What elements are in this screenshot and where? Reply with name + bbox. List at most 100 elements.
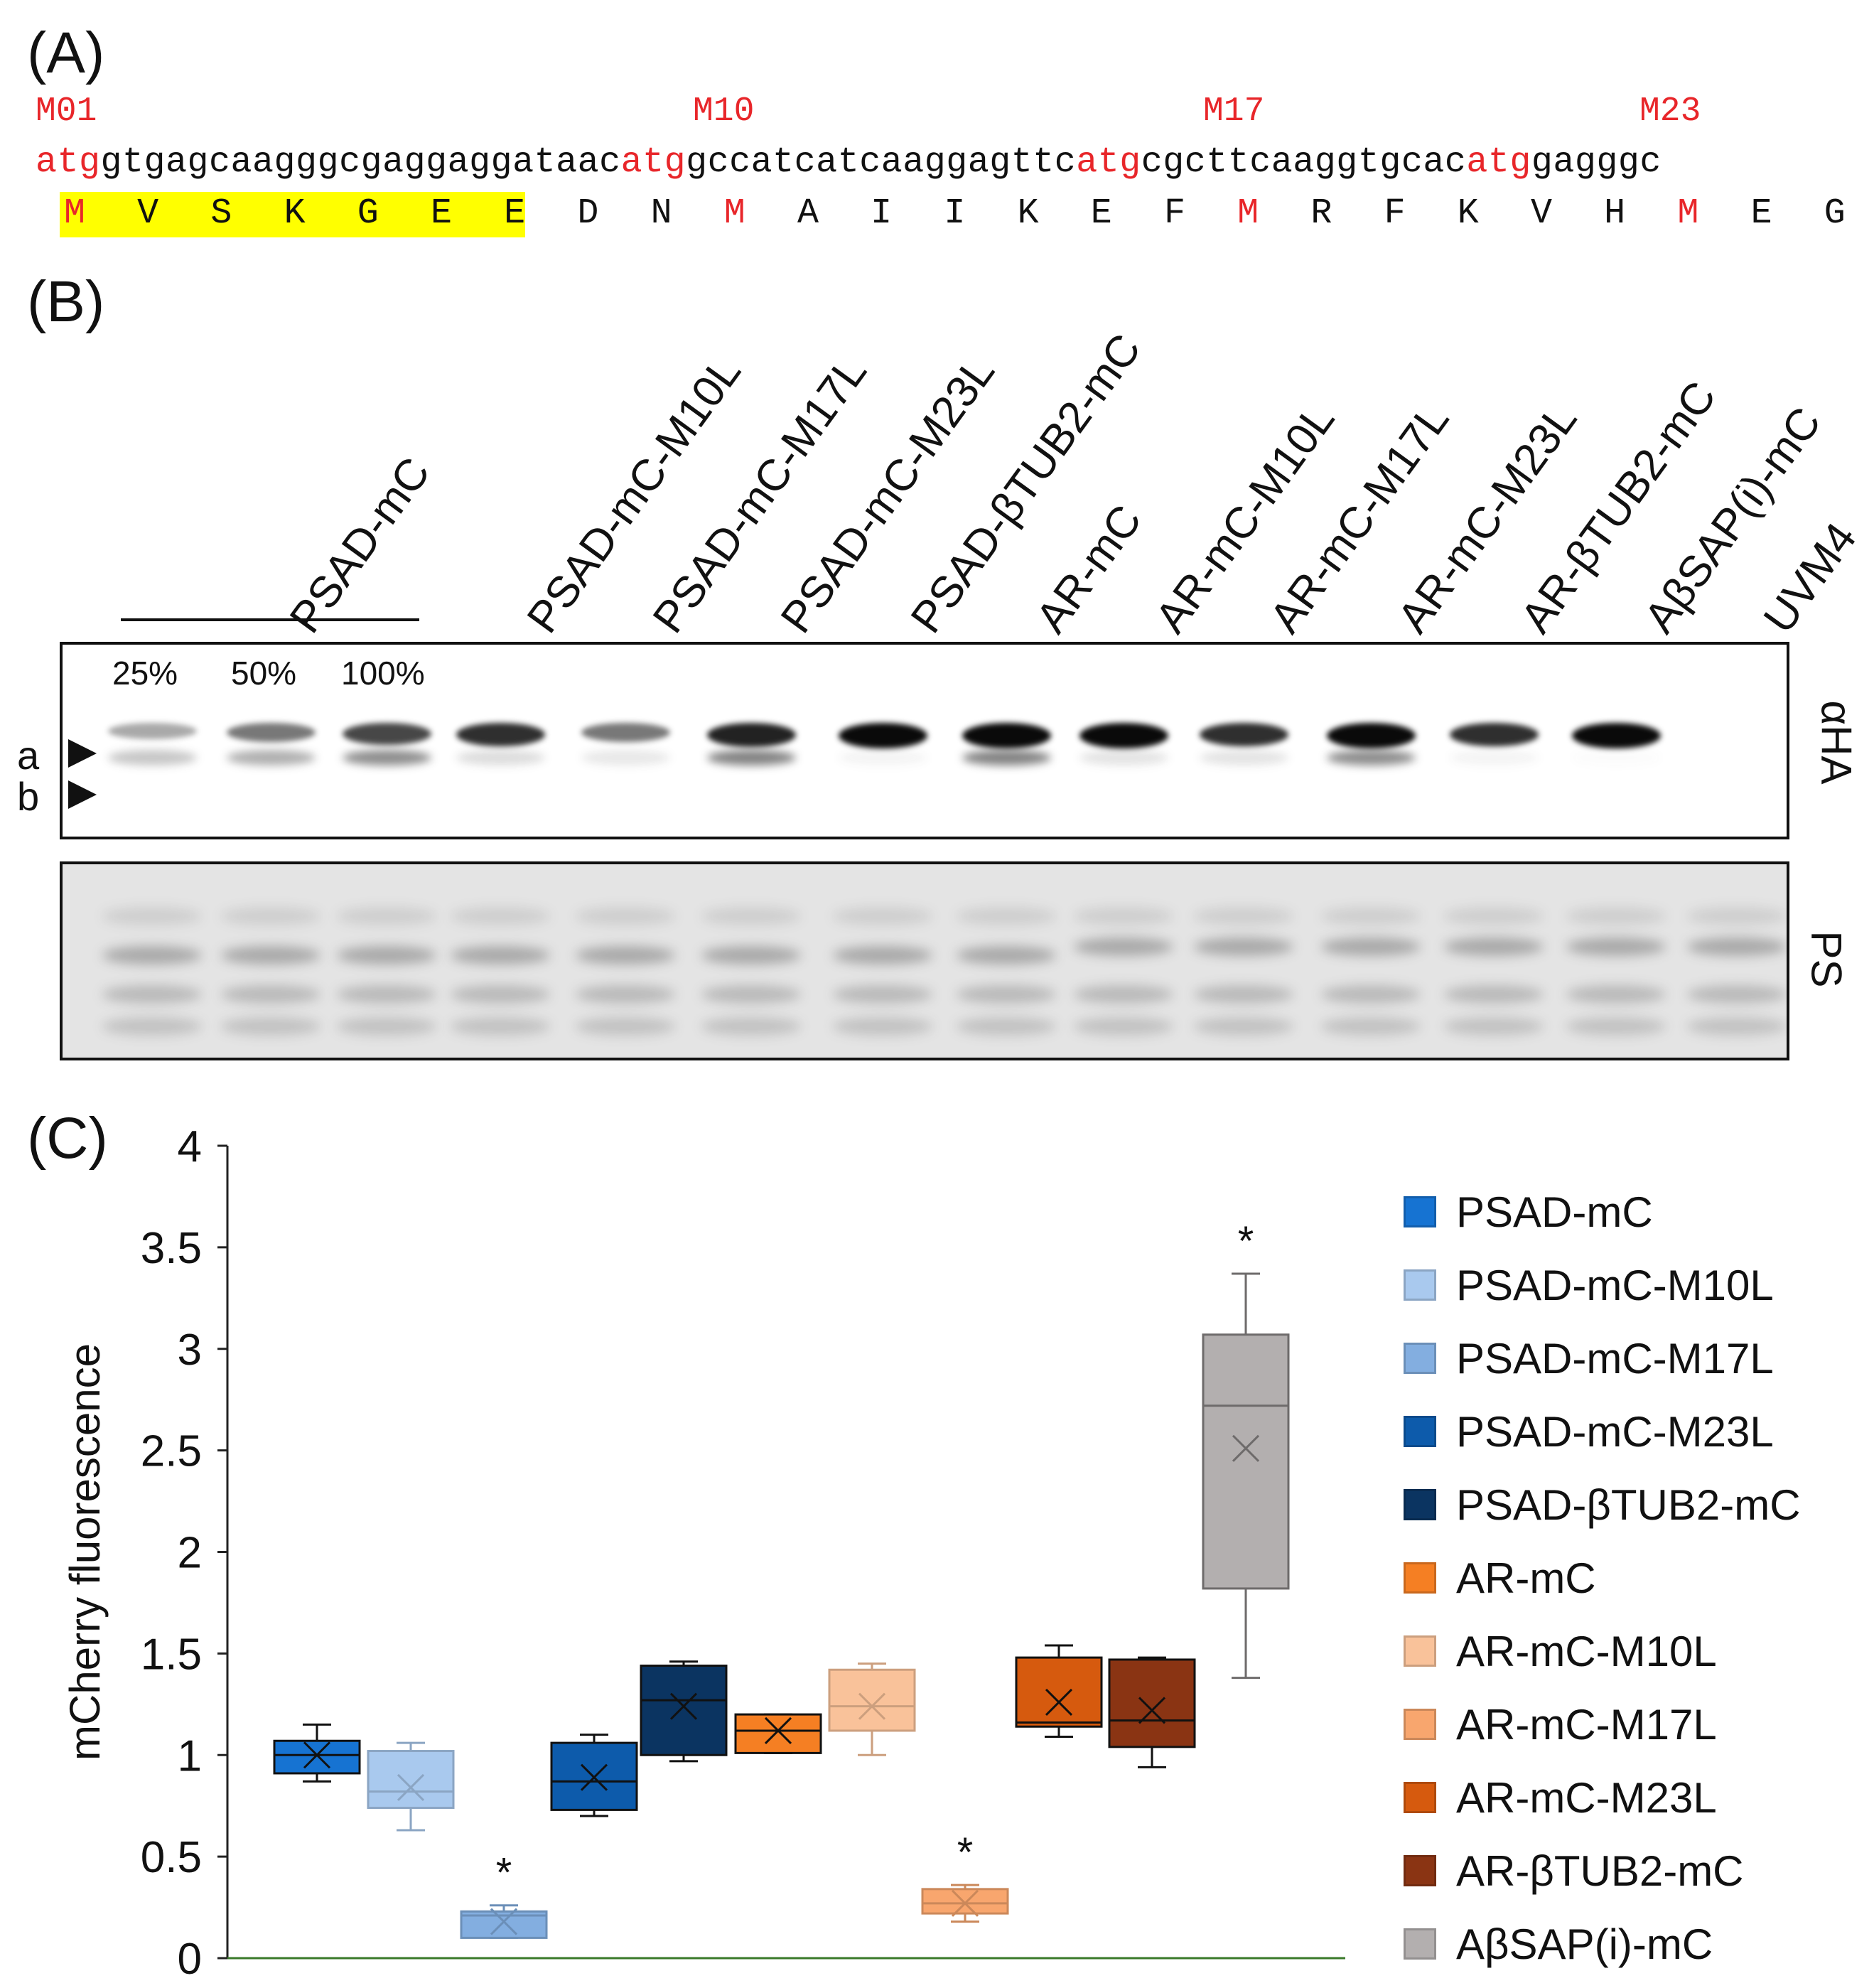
mean-marker [951,1889,979,1917]
amino-acid: K [284,193,306,234]
upper-band [706,723,796,747]
panel-b-letter: (B) [27,269,105,334]
mean-marker [490,1908,518,1935]
stain-band [701,946,801,965]
stain-band [957,907,1056,925]
stain-band [576,907,675,925]
stain-band [221,907,321,925]
stain-band [1194,937,1293,956]
stain-band [451,1017,550,1036]
stain-band [337,1017,436,1036]
dilution-25: 25% [112,655,178,692]
y-tick-label: 0.5 [141,1833,202,1882]
box [367,1750,455,1810]
legend-label: AR-βTUB2-mC [1456,1847,1744,1895]
upper-band [1199,723,1288,746]
lower-band [706,750,796,765]
legend-item: PSAD-mC [1404,1187,1653,1237]
panel-a-letter: (A) [27,21,105,85]
stain-band [576,946,675,965]
legend-swatch [1404,1269,1436,1301]
stain-band [957,946,1056,965]
arrow-b-icon [68,780,97,809]
mean-marker [669,1692,698,1720]
significance-star: * [1238,1218,1254,1264]
nucleotide-sequence: atggtgagcaagggcgaggaggataacatggccatcatca… [36,142,1662,183]
stain-band [1687,1017,1787,1036]
amino-acid: M [1237,193,1259,234]
amino-acid: R [1310,193,1332,234]
mean-marker [1138,1697,1166,1724]
upper-band [456,723,545,746]
y-tick-label: 1 [178,1731,202,1780]
y-tick-label: 1.5 [141,1630,202,1679]
legend-label: PSAD-mC-M10L [1456,1261,1774,1309]
legend-label: AR-mC [1456,1554,1596,1602]
stain-band [1444,937,1544,956]
stain-band [576,1017,675,1036]
signal-highlight [60,192,525,237]
amino-acid: I [871,193,893,234]
legend-swatch [1404,1416,1436,1447]
amino-acid: H [1604,193,1626,234]
legend-label: PSAD-mC-M17L [1456,1334,1774,1382]
amino-acid: V [1530,193,1552,234]
lower-band [581,750,670,765]
mean-marker [397,1773,425,1802]
stain-band [833,985,932,1004]
upper-band [962,723,1051,748]
mean-marker [858,1692,886,1720]
legend-label: AβSAP(i)-mC [1456,1920,1713,1968]
legend-item: AR-mC-M23L [1404,1773,1717,1822]
amino-acid: K [1017,193,1039,234]
start-codon: atg [1076,142,1141,183]
lower-band [456,750,545,765]
upper-band [1449,723,1539,746]
sequence-segment: cgcttcaaggtgcac [1141,142,1467,183]
dilution-50: 50% [231,655,297,692]
y-tick-label: 3.5 [141,1224,202,1273]
stain-band [833,907,932,925]
legend-item: PSAD-mC-M10L [1404,1260,1774,1310]
stain-band [337,907,436,925]
group-underline [121,618,419,621]
stain-band [451,985,550,1004]
lower-band [1326,750,1416,765]
box [734,1713,822,1754]
amino-acid: F [1384,193,1406,234]
legend-swatch [1404,1562,1436,1594]
stain-band [701,907,801,925]
legend-item: PSAD-βTUB2-mC [1404,1480,1801,1530]
lower-band [107,750,197,765]
stain-band [1074,907,1173,925]
amino-acid: K [1457,193,1479,234]
mean-marker [580,1763,608,1791]
arrow-label-b: b [17,774,40,819]
legend-label: AR-mC-M10L [1456,1627,1717,1675]
amino-acid: N [650,193,672,234]
amino-acid: G [357,193,379,234]
amino-acid: M [723,193,745,234]
stain-band [337,946,436,965]
stain-band [1321,907,1421,925]
stain-band [221,946,321,965]
sequence-segment: gccatcatcaaggagttc [686,142,1077,183]
legend-label: PSAD-mC-M23L [1456,1407,1774,1456]
legend-item: PSAD-mC-M17L [1404,1333,1774,1383]
box [1202,1333,1290,1590]
stain-band [102,985,202,1004]
upper-band [581,723,670,742]
stain-band [1566,1017,1666,1036]
y-tick-label: 0 [178,1935,202,1984]
stain-band [1444,907,1544,925]
marker-m17: M17 [1203,92,1265,131]
stain-band [957,985,1056,1004]
stain-band [1074,1017,1173,1036]
upper-band [1079,723,1168,748]
stain-band [1566,907,1666,925]
box [1015,1656,1103,1728]
stain-band [221,985,321,1004]
amino-acid: E [1750,193,1772,234]
amino-acid: E [1090,193,1112,234]
stain-band [1566,985,1666,1004]
